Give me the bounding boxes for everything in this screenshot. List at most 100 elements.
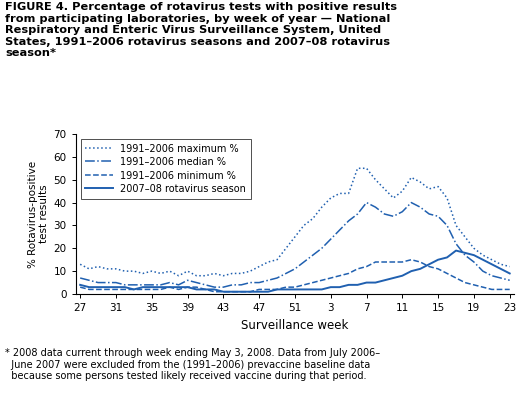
1991–2006 minimum %	[390, 260, 397, 264]
1991–2006 median %	[399, 209, 406, 214]
1991–2006 maximum %	[372, 177, 378, 182]
1991–2006 minimum %	[95, 287, 101, 292]
1991–2006 minimum %	[471, 282, 477, 287]
2007–08 rotavirus season	[104, 285, 110, 290]
1991–2006 maximum %	[462, 234, 468, 239]
1991–2006 minimum %	[211, 289, 218, 294]
1991–2006 minimum %	[310, 280, 316, 285]
1991–2006 maximum %	[175, 273, 182, 278]
2007–08 rotavirus season	[122, 285, 128, 290]
1991–2006 minimum %	[149, 287, 155, 292]
2007–08 rotavirus season	[426, 262, 432, 267]
1991–2006 median %	[193, 280, 199, 285]
1991–2006 maximum %	[301, 223, 307, 228]
1991–2006 maximum %	[337, 191, 343, 196]
2007–08 rotavirus season	[435, 257, 441, 262]
1991–2006 maximum %	[122, 269, 128, 274]
1991–2006 minimum %	[220, 289, 227, 294]
1991–2006 minimum %	[256, 287, 262, 292]
1991–2006 maximum %	[220, 273, 227, 278]
1991–2006 maximum %	[435, 184, 441, 189]
X-axis label: Surveillance week: Surveillance week	[241, 318, 349, 332]
1991–2006 minimum %	[274, 287, 280, 292]
1991–2006 median %	[86, 278, 92, 283]
1991–2006 minimum %	[318, 278, 325, 283]
1991–2006 maximum %	[77, 262, 84, 267]
1991–2006 minimum %	[346, 271, 352, 276]
2007–08 rotavirus season	[130, 287, 137, 292]
1991–2006 median %	[462, 253, 468, 258]
1991–2006 maximum %	[95, 264, 101, 269]
1991–2006 minimum %	[417, 260, 423, 264]
1991–2006 maximum %	[292, 234, 298, 239]
1991–2006 median %	[130, 282, 137, 287]
1991–2006 maximum %	[390, 196, 397, 200]
2007–08 rotavirus season	[462, 250, 468, 255]
1991–2006 maximum %	[444, 196, 450, 200]
1991–2006 minimum %	[301, 282, 307, 287]
1991–2006 minimum %	[167, 285, 173, 290]
2007–08 rotavirus season	[86, 285, 92, 290]
1991–2006 maximum %	[247, 269, 253, 274]
1991–2006 median %	[184, 278, 191, 283]
1991–2006 minimum %	[372, 260, 378, 264]
2007–08 rotavirus season	[292, 287, 298, 292]
1991–2006 median %	[444, 223, 450, 228]
1991–2006 minimum %	[265, 287, 271, 292]
1991–2006 maximum %	[363, 166, 370, 171]
2007–08 rotavirus season	[265, 289, 271, 294]
2007–08 rotavirus season	[310, 287, 316, 292]
2007–08 rotavirus season	[453, 248, 459, 253]
1991–2006 maximum %	[310, 216, 316, 221]
1991–2006 maximum %	[158, 271, 164, 276]
1991–2006 maximum %	[489, 257, 495, 262]
2007–08 rotavirus season	[318, 287, 325, 292]
1991–2006 minimum %	[122, 287, 128, 292]
1991–2006 minimum %	[283, 285, 289, 290]
1991–2006 median %	[354, 212, 361, 216]
2007–08 rotavirus season	[372, 280, 378, 285]
1991–2006 maximum %	[346, 191, 352, 196]
2007–08 rotavirus season	[417, 266, 423, 271]
1991–2006 minimum %	[247, 289, 253, 294]
2007–08 rotavirus season	[381, 278, 387, 283]
2007–08 rotavirus season	[95, 285, 101, 290]
2007–08 rotavirus season	[489, 262, 495, 267]
1991–2006 minimum %	[229, 289, 235, 294]
2007–08 rotavirus season	[77, 282, 84, 287]
2007–08 rotavirus season	[399, 273, 406, 278]
1991–2006 median %	[381, 212, 387, 216]
1991–2006 maximum %	[354, 166, 361, 171]
2007–08 rotavirus season	[497, 266, 504, 271]
1991–2006 minimum %	[435, 266, 441, 271]
1991–2006 maximum %	[184, 269, 191, 274]
1991–2006 median %	[310, 253, 316, 258]
2007–08 rotavirus season	[390, 276, 397, 280]
Line: 1991–2006 median %: 1991–2006 median %	[80, 202, 509, 287]
1991–2006 minimum %	[489, 287, 495, 292]
1991–2006 maximum %	[318, 205, 325, 210]
1991–2006 median %	[104, 280, 110, 285]
1991–2006 maximum %	[408, 175, 414, 180]
Text: * 2008 data current through week ending May 3, 2008. Data from July 2006–
  June: * 2008 data current through week ending …	[5, 348, 381, 381]
1991–2006 minimum %	[337, 273, 343, 278]
1991–2006 median %	[417, 205, 423, 210]
1991–2006 median %	[363, 200, 370, 205]
1991–2006 maximum %	[238, 271, 244, 276]
1991–2006 median %	[301, 260, 307, 264]
1991–2006 minimum %	[444, 271, 450, 276]
1991–2006 maximum %	[104, 266, 110, 271]
2007–08 rotavirus season	[149, 285, 155, 290]
1991–2006 median %	[229, 282, 235, 287]
1991–2006 median %	[337, 228, 343, 232]
1991–2006 median %	[471, 260, 477, 264]
1991–2006 maximum %	[426, 186, 432, 191]
1991–2006 maximum %	[130, 269, 137, 274]
1991–2006 maximum %	[480, 253, 486, 258]
1991–2006 minimum %	[292, 285, 298, 290]
1991–2006 median %	[175, 282, 182, 287]
2007–08 rotavirus season	[256, 289, 262, 294]
2007–08 rotavirus season	[506, 271, 513, 276]
1991–2006 minimum %	[130, 287, 137, 292]
1991–2006 median %	[158, 282, 164, 287]
